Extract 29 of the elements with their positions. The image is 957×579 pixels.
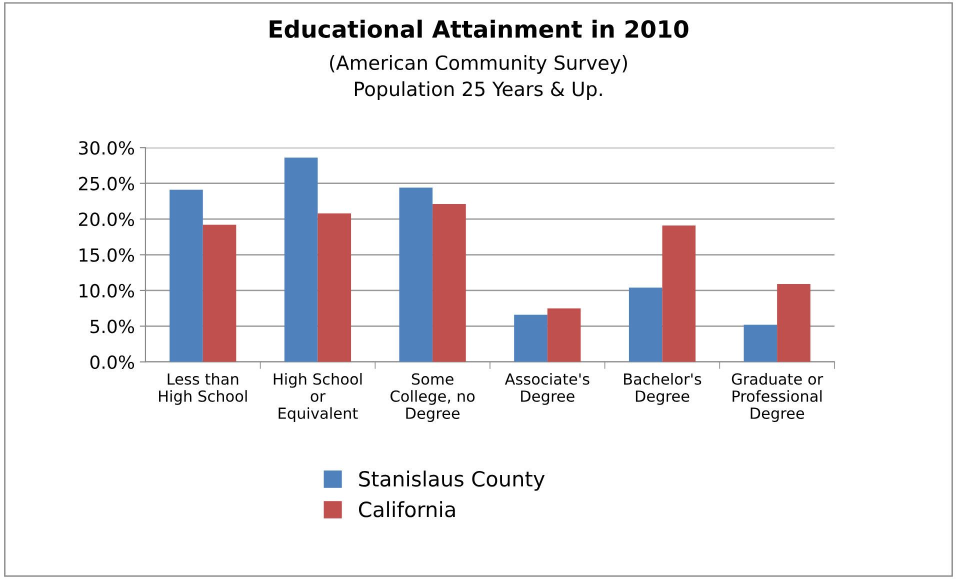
bar bbox=[399, 188, 433, 362]
legend-label: California bbox=[358, 501, 455, 518]
bar bbox=[744, 324, 778, 362]
y-tick-label: 15.0% bbox=[80, 248, 134, 262]
y-tick-label: 25.0% bbox=[79, 176, 134, 190]
x-tick-label: High School or Equivalent bbox=[274, 372, 362, 422]
chart-subtitle: (American Community Survey) Population 25 Years & Up. bbox=[330, 55, 627, 100]
legend-label: Stanislaus County bbox=[359, 470, 545, 491]
bar bbox=[170, 190, 203, 362]
x-tick-label: Associate's Degree bbox=[504, 372, 590, 405]
y-tick-label: 0.0% bbox=[90, 355, 134, 369]
bar bbox=[514, 314, 548, 362]
bar bbox=[432, 204, 466, 362]
bar bbox=[318, 213, 352, 362]
chart-title: Educational Attainment in 2010 bbox=[270, 20, 688, 38]
bar bbox=[628, 288, 662, 362]
x-tick-label: Some College, no Degree bbox=[390, 373, 475, 422]
x-tick-label: Less than High School bbox=[159, 372, 247, 405]
bar bbox=[284, 158, 318, 362]
y-tick-label: 30.0% bbox=[79, 141, 134, 155]
y-tick-label: 5.0% bbox=[90, 320, 134, 334]
bar bbox=[777, 284, 810, 362]
x-tick-label: Graduate or Professional Degree bbox=[732, 372, 824, 422]
bar bbox=[547, 308, 581, 362]
bar bbox=[662, 225, 696, 362]
y-tick-label: 10.0% bbox=[80, 284, 134, 298]
y-tick-label: 20.0% bbox=[79, 212, 134, 226]
x-tick-label: Bachelor's Degree bbox=[624, 372, 702, 405]
bar bbox=[202, 224, 236, 362]
